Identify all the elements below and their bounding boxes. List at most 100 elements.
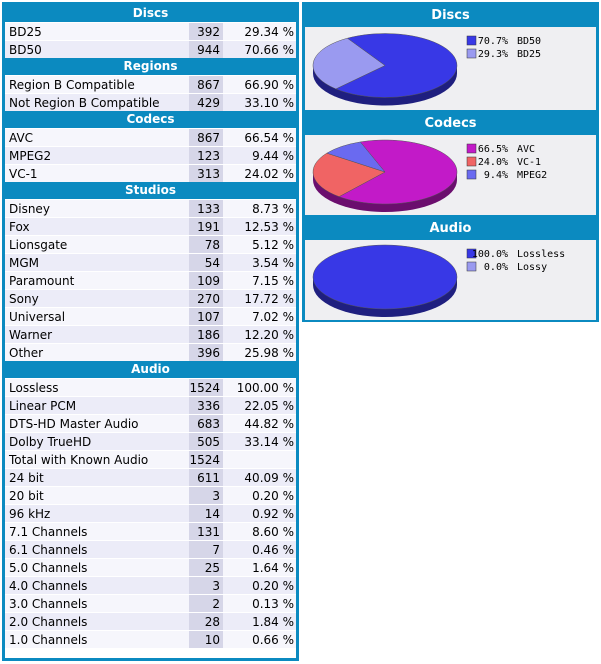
row-label: BD25 [9,25,42,39]
row-percent: 3.54 % [252,256,294,270]
row-label: 2.0 Channels [9,615,88,629]
table-row: 6.1 Channels 7 0.46 % [5,540,296,558]
table-row: DTS-HD Master Audio 683 44.82 % [5,414,296,432]
row-label: Sony [9,292,39,306]
row-percent: 7.02 % [252,310,294,324]
row-count: 54 [189,254,223,271]
row-label: 1.0 Channels [9,633,88,647]
row-count: 3 [189,577,223,594]
row-count: 78 [189,236,223,253]
row-label: Dolby TrueHD [9,435,92,449]
row-count: 131 [189,523,223,540]
row-percent: 8.73 % [252,202,294,216]
row-count: 14 [189,505,223,522]
section-rows: BD25 392 29.34 % BD50 944 70.66 % [5,22,296,58]
section-rows: AVC 867 66.54 % MPEG2 123 9.44 % VC-1 313 24.02 … [5,128,296,182]
row-percent: 0.46 % [252,543,294,557]
pie-slice-bd25 [312,37,386,90]
row-percent: 1.64 % [252,561,294,575]
section-heading: Discs [5,5,296,22]
row-percent: 44.82 % [244,417,294,431]
row-label: 24 bit [9,471,44,485]
row-percent: 25.98 % [244,346,294,360]
row-percent: 33.10 % [244,96,294,110]
pie-slice-mpeg2 [326,141,386,173]
row-percent: 0.13 % [252,597,294,611]
row-count: 505 [189,433,223,450]
pie-chart: 70.7% BD50 29.3% BD25 [312,33,541,106]
row-count: 429 [189,94,223,111]
table-row: Not Region B Compatible 429 33.10 % [5,93,296,111]
row-label: 5.0 Channels [9,561,88,575]
row-count: 336 [189,397,223,414]
row-count: 611 [189,469,223,486]
row-label: 3.0 Channels [9,597,88,611]
table-row: Region B Compatible 867 66.90 % [5,75,296,93]
table-row: 96 kHz 14 0.92 % [5,504,296,522]
row-percent: 33.14 % [244,435,294,449]
table-row: BD25 392 29.34 % [5,22,296,40]
row-percent: 8.60 % [252,525,294,539]
row-percent: 66.54 % [244,131,294,145]
section-studios: Studios Disney 133 8.73 % Fox 191 12.53 % Lions… [5,182,296,361]
row-percent: 0.92 % [252,507,294,521]
pie-chart: 100.0% Lossless 0.0% Lossy [312,244,565,317]
section-heading: Codecs [5,111,296,128]
table-row: Other 396 25.98 % [5,343,296,361]
legend-label: VC-1 [517,157,541,168]
row-count: 107 [189,308,223,325]
legend-percent: 0.0% [484,262,508,273]
section-regions: Regions Region B Compatible 867 66.90 % Not … [5,58,296,111]
legend-label: BD25 [517,49,541,60]
table-row: VC-1 313 24.02 % [5,164,296,182]
table-row: 3.0 Channels 2 0.13 % [5,594,296,612]
table-row: Disney 133 8.73 % [5,199,296,217]
row-percent [223,451,296,468]
row-count: 186 [189,326,223,343]
row-percent: 0.20 % [252,579,294,593]
table-row: 1.0 Channels 10 0.66 % [5,630,296,648]
pie-slice-avc [338,139,458,205]
section-rows: Lossless 1524 100.00 % Linear PCM 336 22.05 %… [5,378,296,648]
row-count: 1524 [189,451,223,468]
row-count: 25 [189,559,223,576]
row-label: Lossless [9,381,59,395]
legend-swatch [466,48,477,59]
row-count: 683 [189,415,223,432]
legend-swatch [466,156,477,167]
legend-percent: 24.0% [478,157,508,168]
stats-table-panel: Discs BD25 392 29.34 % BD50 944 70.66 % Regions… [2,2,299,661]
row-count: 10 [189,631,223,648]
table-row: Sony 270 17.72 % [5,289,296,307]
row-count: 392 [189,23,223,40]
legend-label: Lossy [517,262,547,273]
row-label: VC-1 [9,167,38,181]
legend-percent: 100.0% [472,249,508,260]
table-row: Lionsgate 78 5.12 % [5,235,296,253]
legend-swatch [466,143,477,154]
row-percent: 0.66 % [252,633,294,647]
table-row: Total with Known Audio 1524 [5,450,296,468]
table-row: 7.1 Channels 131 8.60 % [5,522,296,540]
legend-label: Lossless [517,249,565,260]
row-count: 133 [189,200,223,217]
section-audio: Audio Lossless 1524 100.00 % Linear PCM 336 22… [5,361,296,648]
row-label: 7.1 Channels [9,525,88,539]
row-percent: 9.44 % [252,149,294,163]
chart-title: Audio [305,218,596,240]
row-count: 123 [189,147,223,164]
row-percent: 12.20 % [244,328,294,342]
row-percent: 100.00 % [236,381,294,395]
legend-swatch [466,261,477,272]
row-label: Lionsgate [9,238,68,252]
table-row: BD50 944 70.66 % [5,40,296,58]
row-count: 191 [189,218,223,235]
row-count: 3 [189,487,223,504]
section-heading: Regions [5,58,296,75]
row-percent: 24.02 % [244,167,294,181]
section-heading: Studios [5,182,296,199]
legend-label: MPEG2 [517,170,547,181]
legend-percent: 9.4% [484,170,508,181]
table-row: Warner 186 12.20 % [5,325,296,343]
row-count: 270 [189,290,223,307]
